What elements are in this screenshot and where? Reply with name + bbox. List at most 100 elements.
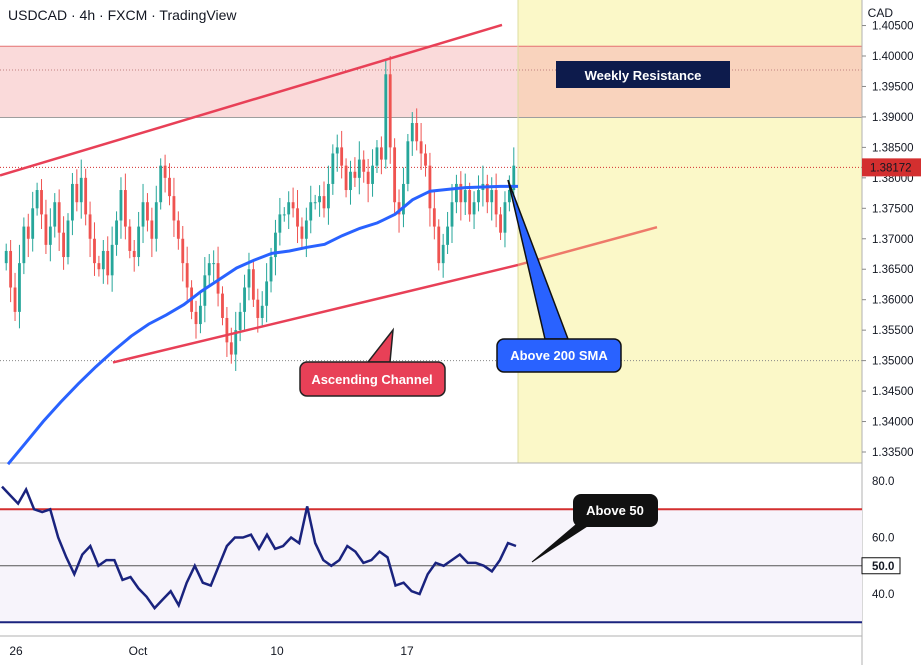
candle-body (446, 226, 449, 245)
candle-body (48, 226, 52, 245)
weekly-resistance-box (556, 61, 730, 88)
candle-body (199, 305, 202, 325)
candle-body (216, 263, 220, 294)
candle-body (132, 250, 136, 258)
candle-body (238, 311, 242, 331)
ascending-channel-pointer (366, 327, 394, 363)
candle-body (110, 244, 114, 276)
rsi-tick-label: 80.0 (872, 476, 894, 488)
candle-body (406, 141, 410, 184)
rsi-line (1, 485, 517, 611)
candle-body (71, 183, 74, 221)
candle-body (146, 202, 149, 221)
above-sma-label: Above 200 SMA (510, 348, 608, 363)
candle-body (26, 226, 30, 239)
candle-body (512, 165, 516, 191)
x-tick-label: 26 (9, 644, 23, 658)
candle-body (106, 250, 110, 276)
candle-body (234, 330, 238, 355)
candle-body (172, 196, 176, 221)
candle-body (31, 208, 35, 239)
candle-body (176, 220, 180, 239)
candle-body (397, 202, 401, 215)
candle-body (22, 226, 26, 264)
candle-body (194, 311, 198, 325)
candle-body (137, 226, 141, 258)
y-tick-label: 1.34000 (872, 417, 914, 429)
candle-body (304, 220, 308, 239)
candle-body (455, 183, 458, 203)
candle-body (44, 214, 48, 245)
candle-body (57, 202, 61, 233)
candle-body (4, 250, 8, 264)
candle-body (243, 287, 246, 312)
candle-body (185, 263, 189, 288)
y-tick-label: 1.36000 (872, 295, 914, 307)
candle-body (366, 171, 370, 184)
rsi-value-badge (861, 557, 901, 575)
candle-body (485, 183, 489, 203)
candle-body (357, 159, 361, 178)
candle-body (181, 238, 185, 264)
x-tick-label: 17 (400, 644, 414, 658)
candle-body (101, 250, 105, 270)
candle-body (463, 190, 467, 203)
candle-body (75, 183, 79, 203)
candle-body (9, 250, 13, 288)
y-tick-label: 1.40500 (872, 21, 914, 33)
y-tick-label: 1.37500 (872, 203, 914, 215)
candle-body (13, 287, 17, 312)
candle-body (119, 190, 123, 221)
y-tick-label: 1.39500 (872, 81, 914, 93)
weekly-resistance-label: Weekly Resistance (585, 68, 702, 83)
candle-body (247, 269, 251, 288)
candle-body (507, 190, 511, 203)
currency-label: CAD (867, 6, 893, 20)
candle-body (499, 214, 502, 233)
candle-body (503, 202, 507, 233)
y-tick-label: 1.34500 (872, 386, 914, 398)
candle-body (53, 202, 57, 227)
candle-body (287, 202, 291, 215)
candle-body (428, 165, 432, 209)
candle-body (375, 147, 379, 166)
resistance-zone (0, 46, 518, 118)
candle-body (419, 141, 423, 154)
y-tick-label: 1.33500 (872, 447, 914, 459)
candle-body (477, 190, 480, 203)
candle-body (490, 190, 494, 203)
candle-body (18, 263, 21, 312)
candle-body (88, 214, 92, 239)
candle-body (282, 214, 286, 216)
rsi-tick-label: 40.0 (872, 589, 894, 601)
candle-body (327, 183, 330, 209)
candle-body (313, 202, 317, 204)
chart-title: USDCAD · 4h · FXCM · TradingView (8, 7, 237, 23)
candle-body (66, 220, 70, 258)
candle-body (450, 202, 454, 227)
candle-body (309, 202, 313, 221)
candle-body (256, 299, 260, 318)
candle-body (393, 147, 397, 203)
candle-body (379, 147, 383, 160)
last-price-badge (862, 158, 921, 177)
candle-body (274, 232, 277, 258)
candle-body (97, 263, 101, 270)
candle-body (362, 159, 366, 172)
candle-body (388, 74, 392, 148)
above-sma-box (496, 338, 622, 373)
candle-body (371, 165, 374, 184)
y-tick-label: 1.39000 (872, 112, 914, 124)
candle-body (115, 220, 118, 245)
candle-body (229, 342, 233, 355)
sma-200-line (6, 184, 518, 466)
candlestick-series (4, 56, 516, 371)
chart-callouts: Weekly Resistance Ascending Channel Above … (299, 61, 730, 563)
candle-body (322, 196, 326, 209)
candle-body (163, 165, 167, 178)
candle-body (35, 190, 39, 209)
candle-body (62, 232, 65, 258)
candle-body (265, 281, 269, 306)
candle-body (84, 177, 88, 215)
candle-body (468, 190, 472, 215)
